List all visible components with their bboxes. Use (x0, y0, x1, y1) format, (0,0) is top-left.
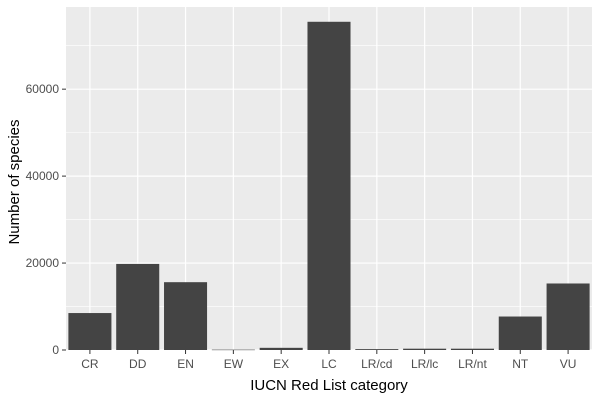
y-axis-title: Number of species (6, 119, 23, 244)
bar (403, 348, 447, 350)
bar (116, 263, 160, 350)
x-tick-label: CR (81, 357, 99, 371)
x-tick-label: LC (321, 357, 337, 371)
y-tick-label: 60000 (26, 82, 60, 96)
y-tick-label: 0 (52, 343, 59, 357)
y-tick-label: 40000 (26, 169, 60, 183)
x-axis-title: IUCN Red List category (250, 377, 408, 394)
bar (164, 282, 208, 350)
bar (211, 349, 255, 351)
x-tick-label: EN (177, 357, 194, 371)
bar (546, 283, 590, 350)
bar (498, 316, 542, 350)
bars (68, 21, 590, 351)
bar (307, 21, 351, 351)
x-tick-label: LR/cd (361, 357, 392, 371)
x-tick-label: DD (129, 357, 147, 371)
x-axis-ticks: CR DD EN EW EX LC LR/cd LR/lc LR/nt NT VU (81, 350, 576, 371)
bar (259, 347, 303, 350)
x-tick-label: EX (273, 357, 289, 371)
bar (450, 348, 494, 350)
x-tick-label: VU (560, 357, 577, 371)
bar (355, 349, 399, 350)
x-tick-label: LR/nt (458, 357, 487, 371)
y-axis-ticks: 0 20000 40000 60000 (26, 82, 66, 357)
x-tick-label: EW (224, 357, 244, 371)
y-tick-label: 20000 (26, 256, 60, 270)
x-tick-label: LR/lc (411, 357, 438, 371)
bar (68, 313, 112, 350)
x-tick-label: NT (512, 357, 529, 371)
